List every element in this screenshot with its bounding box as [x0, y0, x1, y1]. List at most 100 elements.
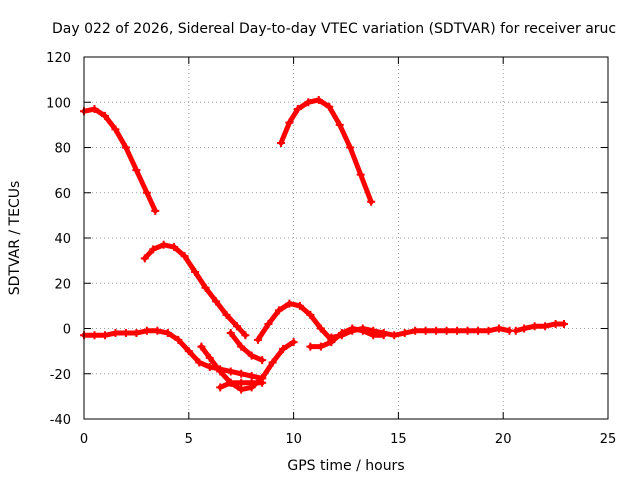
data-point — [205, 353, 214, 362]
data-point — [159, 240, 168, 249]
data-point — [346, 143, 355, 152]
data-point — [285, 299, 294, 308]
series-sat-k — [511, 319, 568, 335]
data-point — [241, 331, 250, 340]
data-point — [453, 326, 462, 335]
axis-ticks: 0 5 10 15 20 25 -40 -20 0 20 40 60 80 100 120 — [46, 51, 616, 447]
y-tick-label: 20 — [54, 277, 71, 292]
data-point — [484, 326, 493, 335]
data-point — [511, 326, 520, 335]
y-tick-label: 100 — [46, 96, 71, 111]
data-point — [474, 326, 483, 335]
data-point — [216, 367, 225, 376]
data-point — [442, 326, 451, 335]
series-sat-j — [327, 324, 514, 342]
data-point — [306, 310, 315, 319]
data-point — [551, 319, 560, 328]
data-point — [90, 105, 99, 114]
data-point — [197, 342, 206, 351]
data-point — [379, 329, 388, 338]
data-point — [247, 372, 256, 381]
data-point — [541, 322, 550, 331]
data-point — [264, 319, 273, 328]
data-point — [237, 378, 246, 387]
data-point — [170, 243, 179, 252]
series-band — [328, 326, 512, 341]
series-band — [81, 106, 158, 214]
data-point — [247, 351, 256, 360]
series-sat-f — [226, 329, 267, 365]
data-point — [140, 254, 149, 263]
data-point — [258, 356, 267, 365]
y-tick-label: -40 — [50, 413, 71, 428]
data-point — [279, 344, 288, 353]
data-point — [121, 143, 130, 152]
data-point — [100, 111, 109, 120]
series-band — [255, 301, 334, 343]
series-sat-c — [80, 326, 267, 383]
data-point — [191, 267, 200, 276]
plot-frame — [83, 56, 609, 420]
data-point — [285, 118, 294, 127]
data-point — [306, 342, 315, 351]
series-sat-b — [140, 240, 250, 340]
data-point — [463, 326, 472, 335]
data-point — [411, 326, 420, 335]
data-point — [111, 329, 120, 338]
data-point — [253, 335, 262, 344]
data-point — [180, 252, 189, 261]
series-band — [142, 242, 248, 338]
data-point — [559, 319, 568, 328]
series-band — [228, 330, 265, 363]
data-point — [142, 326, 151, 335]
data-point — [258, 378, 267, 387]
data-point — [327, 333, 336, 342]
y-tick-label: 0 — [63, 323, 71, 338]
data-point — [520, 324, 529, 333]
data-point — [369, 326, 378, 335]
data-point — [226, 329, 235, 338]
data-point — [142, 188, 151, 197]
data-point — [90, 331, 99, 340]
data-point — [111, 125, 120, 134]
series-sat-e — [216, 378, 267, 392]
data-point — [233, 322, 242, 331]
data-point — [174, 335, 183, 344]
data-point — [132, 166, 141, 175]
series-sat-h — [277, 95, 376, 206]
data-point — [247, 378, 256, 387]
data-point — [325, 102, 334, 111]
x-tick-label: 15 — [390, 432, 407, 447]
data-point — [390, 331, 399, 340]
data-point — [356, 170, 365, 179]
x-tick-label: 25 — [600, 432, 617, 447]
data-point — [274, 306, 283, 315]
data-point — [149, 245, 158, 254]
data-point — [153, 326, 162, 335]
y-tick-label: 80 — [54, 142, 71, 157]
series-sat-a — [80, 105, 160, 215]
data-point — [237, 385, 246, 394]
data-point — [289, 338, 298, 347]
data-point — [337, 331, 346, 340]
data-point — [367, 197, 376, 206]
y-tick-label: 40 — [54, 232, 71, 247]
data-point — [348, 326, 357, 335]
series-band — [198, 339, 297, 393]
y-tick-label: 120 — [46, 51, 71, 66]
data-point — [132, 329, 141, 338]
data-series — [80, 95, 568, 394]
data-point — [226, 378, 235, 387]
data-point — [151, 206, 160, 215]
data-point — [530, 322, 539, 331]
data-point — [495, 324, 504, 333]
data-point — [195, 358, 204, 367]
data-point — [400, 329, 409, 338]
data-point — [100, 331, 109, 340]
data-point — [314, 95, 323, 104]
data-point — [226, 367, 235, 376]
series-band — [513, 321, 567, 334]
data-point — [293, 105, 302, 114]
data-point — [163, 329, 172, 338]
grid-lines — [84, 57, 608, 419]
